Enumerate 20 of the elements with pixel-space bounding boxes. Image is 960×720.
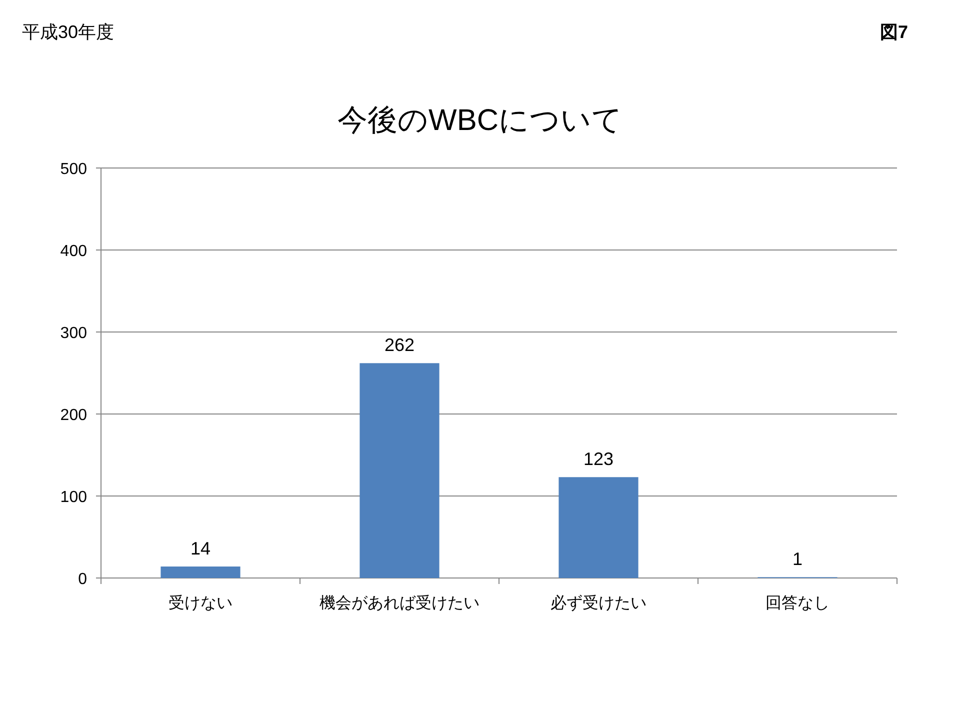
x-tick-label: 機会があれば受けたい xyxy=(320,594,480,612)
y-tick-label: 400 xyxy=(60,243,88,260)
data-label: 1 xyxy=(792,549,803,570)
y-tick-label: 100 xyxy=(60,489,88,506)
bar xyxy=(360,363,440,578)
y-tick-label: 300 xyxy=(60,325,88,342)
y-tick-label: 200 xyxy=(60,407,88,424)
data-label: 123 xyxy=(583,449,614,470)
x-tick-label: 受けない xyxy=(168,594,232,612)
y-tick-label: 500 xyxy=(60,161,88,178)
bar xyxy=(558,477,638,578)
caption: 図7 xyxy=(880,22,908,42)
text: 平成30年度 xyxy=(22,22,114,42)
data-label: 262 xyxy=(384,335,415,356)
bar xyxy=(160,566,240,578)
y-tick-label: 0 xyxy=(78,571,88,588)
x-tick-label: 必ず受けたい xyxy=(550,594,646,612)
chart-title: 今後のWBCについて xyxy=(338,104,622,137)
x-tick-label: 回答なし xyxy=(766,595,830,612)
data-label: 14 xyxy=(190,538,211,559)
